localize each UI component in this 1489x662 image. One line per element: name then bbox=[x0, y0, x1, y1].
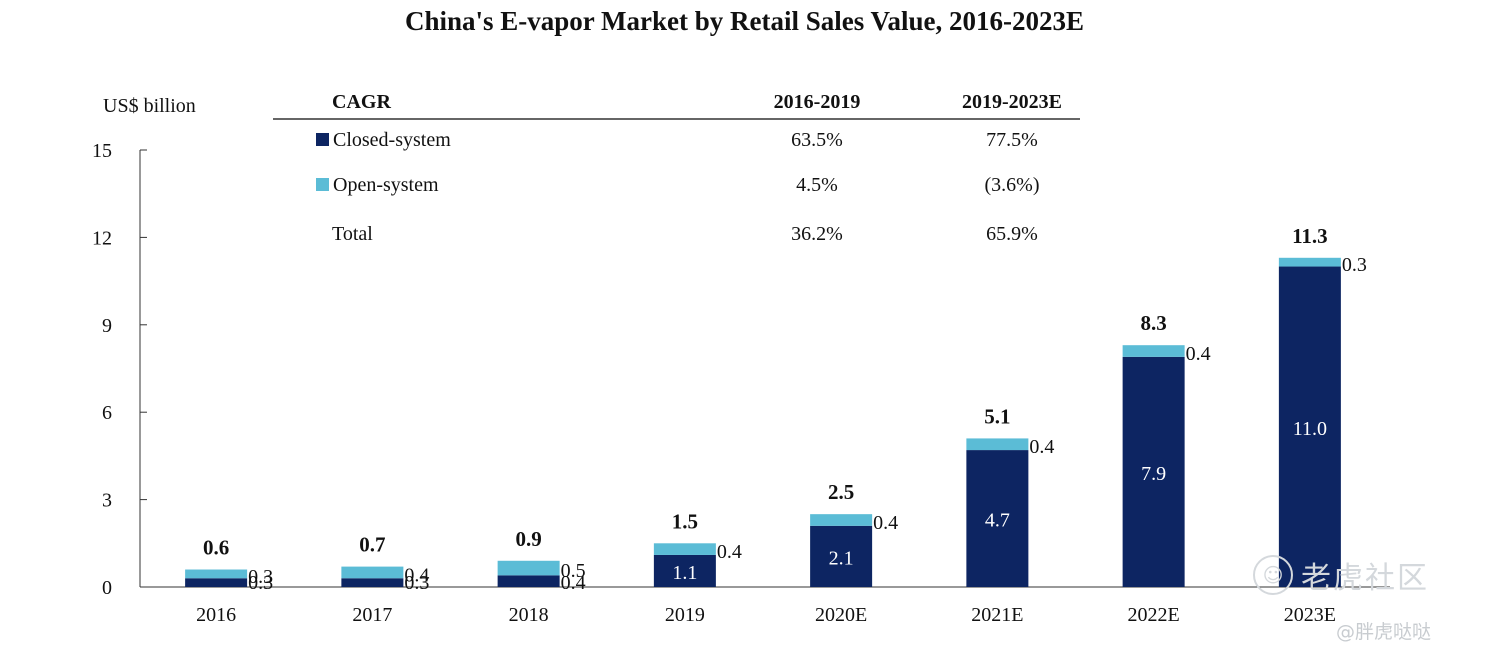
bar-closed-system bbox=[1122, 356, 1185, 587]
total-label: 8.3 bbox=[1141, 311, 1167, 335]
closed-system-value-label: 11.0 bbox=[1293, 418, 1327, 440]
closed-system-value-label: 2.1 bbox=[829, 547, 854, 569]
open-system-value-label: 0.4 bbox=[1029, 436, 1054, 458]
cagr-row-label: Total bbox=[332, 223, 373, 245]
x-tick-label: 2019 bbox=[665, 604, 705, 626]
bar-open-system bbox=[810, 514, 873, 526]
x-tick-label: 2017 bbox=[352, 604, 392, 626]
bar-closed-system bbox=[185, 578, 248, 587]
bar-open-system bbox=[341, 566, 404, 579]
open-system-value-label: 0.3 bbox=[248, 566, 273, 588]
tiger-logo-icon: ☺ bbox=[1253, 555, 1293, 595]
total-label: 2.5 bbox=[828, 480, 854, 504]
cagr-row-label: Closed-system bbox=[333, 129, 451, 151]
bar-open-system bbox=[1122, 345, 1185, 357]
bar-closed-system bbox=[341, 578, 404, 587]
cagr-value: 65.9% bbox=[986, 223, 1038, 245]
y-tick-label: 6 bbox=[102, 402, 112, 424]
y-tick-label: 3 bbox=[102, 490, 112, 512]
x-tick-label: 2021E bbox=[971, 604, 1023, 626]
y-tick-label: 15 bbox=[92, 140, 112, 162]
bar-closed-system bbox=[1278, 266, 1341, 587]
total-label: 1.5 bbox=[672, 509, 698, 533]
watermark: ☺ 老虎社区 bbox=[1253, 553, 1429, 597]
total-label: 11.3 bbox=[1292, 224, 1328, 248]
bar-open-system bbox=[653, 543, 716, 555]
bar-closed-system bbox=[497, 575, 560, 587]
x-tick-label: 2023E bbox=[1284, 604, 1336, 626]
y-tick-label: 0 bbox=[102, 577, 112, 599]
bar-open-system bbox=[1278, 257, 1341, 267]
x-tick-label: 2020E bbox=[815, 604, 867, 626]
cagr-period-header: 2016-2019 bbox=[774, 91, 861, 113]
total-label: 0.6 bbox=[203, 536, 229, 560]
bar-open-system bbox=[497, 560, 560, 576]
bar-closed-system bbox=[810, 525, 873, 587]
watermark-brand: 老虎社区 bbox=[1301, 561, 1429, 596]
legend-swatch bbox=[316, 133, 329, 146]
bar-closed-system bbox=[653, 554, 716, 587]
cagr-period-header: 2019-2023E bbox=[962, 91, 1062, 113]
bar-closed-system bbox=[966, 450, 1029, 587]
open-system-value-label: 0.4 bbox=[404, 564, 429, 586]
open-system-value-label: 0.5 bbox=[561, 560, 586, 582]
open-system-value-label: 0.4 bbox=[873, 512, 898, 534]
cagr-value: 4.5% bbox=[796, 174, 838, 196]
closed-system-value-label: 0.3 bbox=[248, 572, 273, 594]
closed-system-value-label: 7.9 bbox=[1141, 463, 1166, 485]
x-tick-label: 2016 bbox=[196, 604, 236, 626]
cagr-value: 77.5% bbox=[986, 129, 1038, 151]
x-tick-label: 2018 bbox=[509, 604, 549, 626]
open-system-value-label: 0.3 bbox=[1342, 254, 1367, 276]
closed-system-value-label: 1.1 bbox=[672, 562, 697, 584]
x-tick-label: 2022E bbox=[1128, 604, 1180, 626]
watermark-author: @胖虎哒哒 bbox=[1336, 621, 1432, 643]
y-axis-label: US$ billion bbox=[103, 95, 196, 117]
y-tick-label: 9 bbox=[102, 315, 112, 337]
cagr-value: (3.6%) bbox=[985, 174, 1040, 196]
open-system-value-label: 0.4 bbox=[1186, 343, 1211, 365]
cagr-value: 36.2% bbox=[791, 223, 843, 245]
cagr-header: CAGR bbox=[332, 91, 391, 113]
chart-title: China's E-vapor Market by Retail Sales V… bbox=[404, 6, 1085, 36]
closed-system-value-label: 4.7 bbox=[985, 510, 1010, 532]
y-tick-label: 12 bbox=[92, 227, 112, 249]
total-label: 5.1 bbox=[984, 404, 1010, 428]
bar-open-system bbox=[185, 569, 248, 579]
total-label: 0.7 bbox=[359, 533, 385, 557]
open-system-value-label: 0.4 bbox=[717, 541, 742, 563]
closed-system-value-label: 0.4 bbox=[561, 572, 586, 594]
cagr-value: 63.5% bbox=[791, 129, 843, 151]
total-label: 0.9 bbox=[516, 527, 542, 551]
bar-open-system bbox=[966, 438, 1029, 451]
closed-system-value-label: 0.3 bbox=[404, 572, 429, 594]
cagr-row-label: Open-system bbox=[333, 174, 439, 196]
legend-swatch bbox=[316, 178, 329, 191]
